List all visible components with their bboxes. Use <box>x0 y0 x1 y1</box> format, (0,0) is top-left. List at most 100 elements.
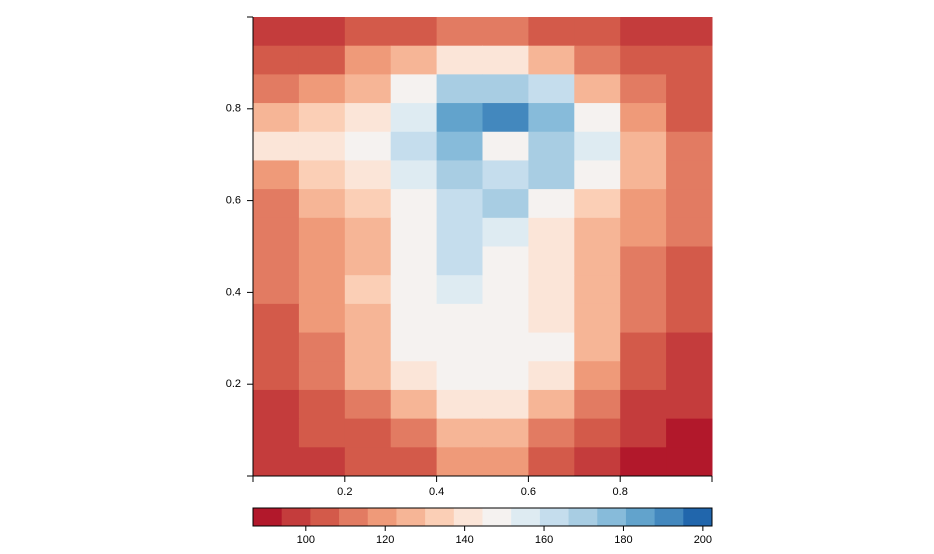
heat-cell <box>666 275 713 305</box>
heat-cell <box>298 160 346 190</box>
heat-cell <box>253 246 300 276</box>
heat-cell <box>344 361 392 391</box>
heat-cell <box>436 131 483 161</box>
heat-cell <box>528 332 575 362</box>
heat-cell <box>528 246 575 276</box>
heat-cell <box>574 189 621 219</box>
heat-cell <box>528 303 575 334</box>
colorbar-swatch <box>482 508 512 526</box>
heat-cell <box>528 103 575 133</box>
heat-cell <box>436 17 483 47</box>
heat-cell <box>666 389 713 420</box>
heat-cell <box>666 103 713 133</box>
heat-cell <box>298 17 346 47</box>
heat-cell <box>482 17 529 47</box>
heat-cell <box>253 45 300 75</box>
heat-cell <box>482 361 529 391</box>
heat-cell <box>298 303 346 334</box>
heat-cell <box>436 303 483 334</box>
heat-cell <box>620 189 667 219</box>
heat-cell <box>390 303 438 334</box>
heat-cell <box>574 389 621 420</box>
colorbar-swatch <box>539 508 570 526</box>
heat-cell <box>620 131 667 161</box>
heat-cell <box>528 275 575 305</box>
heat-cell <box>574 217 621 247</box>
heat-cell <box>390 447 438 477</box>
heat-cell <box>344 217 392 247</box>
colorbar-tick-label: 120 <box>376 534 394 546</box>
heat-cell <box>528 160 575 190</box>
heat-cell <box>390 131 438 161</box>
heat-cell <box>344 332 392 362</box>
heat-cell <box>482 45 529 75</box>
heat-cell <box>528 189 575 219</box>
heat-cell <box>344 103 392 133</box>
heat-cell <box>253 447 300 477</box>
heat-cell <box>528 447 575 477</box>
heat-cell <box>298 246 346 276</box>
colorbar-tick-label: 160 <box>535 534 553 546</box>
heat-cell <box>482 103 529 133</box>
heat-cell <box>666 189 713 219</box>
heat-cell <box>436 361 483 391</box>
heat-cell <box>436 389 483 420</box>
heat-cell <box>482 275 529 305</box>
heat-cell <box>390 361 438 391</box>
heat-cell <box>390 74 438 104</box>
heat-cell <box>253 103 300 133</box>
heat-cell <box>482 217 529 247</box>
heat-cell <box>528 45 575 75</box>
heat-cell <box>482 303 529 334</box>
heat-cell <box>253 389 300 420</box>
heat-cell <box>298 45 346 75</box>
heat-cell <box>574 361 621 391</box>
heat-cell <box>390 389 438 420</box>
heat-cell <box>436 332 483 362</box>
heat-cell <box>390 160 438 190</box>
heat-cell <box>390 332 438 362</box>
colorbar-swatch <box>281 508 311 526</box>
heat-cell <box>574 74 621 104</box>
heat-cell <box>666 17 713 47</box>
heat-cell <box>482 189 529 219</box>
heat-cell <box>620 160 667 190</box>
x-tick-label: 0.2 <box>337 486 352 498</box>
colorbar-frame <box>252 507 713 527</box>
heat-cell <box>344 17 392 47</box>
heat-cell <box>298 332 346 362</box>
heat-cell <box>574 45 621 75</box>
heat-cell <box>574 17 621 47</box>
heat-cell <box>436 447 483 477</box>
heat-cell <box>574 246 621 276</box>
heat-cell <box>620 303 667 334</box>
heat-cell <box>574 447 621 477</box>
heat-cell <box>666 447 713 477</box>
heat-cell <box>666 303 713 334</box>
heat-cell <box>574 332 621 362</box>
heat-cell <box>436 103 483 133</box>
heat-cell <box>482 332 529 362</box>
heat-cell <box>298 217 346 247</box>
heat-cell <box>298 103 346 133</box>
colorbar-tick-label: 200 <box>694 534 712 546</box>
heat-cell <box>666 361 713 391</box>
heat-cell <box>344 45 392 75</box>
heat-cell <box>253 189 300 219</box>
heat-cell <box>390 17 438 47</box>
heat-cell <box>620 447 667 477</box>
heat-cell <box>344 131 392 161</box>
heat-cell <box>390 217 438 247</box>
heat-cell <box>253 17 300 47</box>
heat-cell <box>253 74 300 104</box>
heat-cell <box>620 246 667 276</box>
heat-cell <box>298 389 346 420</box>
colorbar-swatch <box>339 508 369 526</box>
heat-cell <box>620 332 667 362</box>
heat-cell <box>344 246 392 276</box>
heat-cell <box>620 389 667 420</box>
heat-cell <box>574 275 621 305</box>
heat-cell <box>390 103 438 133</box>
heat-cell <box>482 418 529 448</box>
